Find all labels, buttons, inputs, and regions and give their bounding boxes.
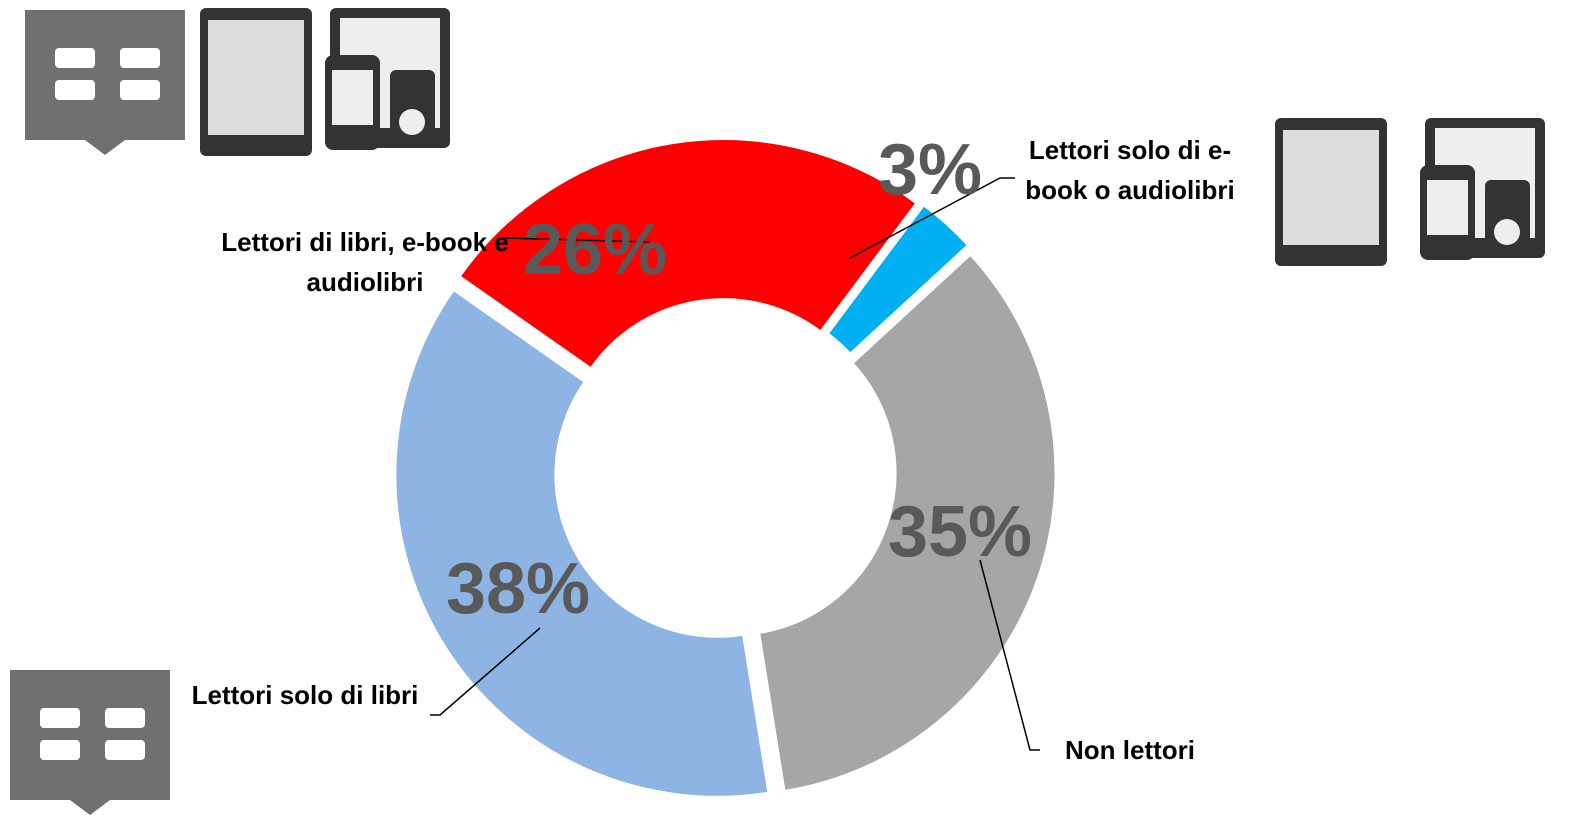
- slice: [458, 138, 918, 370]
- category-label: Non lettori: [1065, 735, 1195, 765]
- value-label: 35%: [888, 492, 1032, 572]
- category-label: Lettori solo di libri: [191, 680, 419, 710]
- value-label: 26%: [523, 210, 667, 290]
- category-label: Lettori di libri, e-book e audiolibri: [221, 227, 509, 297]
- slice: [394, 288, 770, 798]
- book-icon: [10, 670, 170, 815]
- value-label: 38%: [446, 549, 590, 629]
- book-icon: [25, 10, 185, 155]
- leader-lines: [430, 177, 1040, 751]
- device-icons: [1275, 118, 1545, 266]
- slice: [758, 253, 1057, 793]
- slice: [826, 203, 970, 355]
- category-label: Lettori solo di e-book o audiolibri: [1025, 135, 1235, 205]
- device-icons: [200, 8, 450, 156]
- value-label: 3%: [878, 130, 982, 210]
